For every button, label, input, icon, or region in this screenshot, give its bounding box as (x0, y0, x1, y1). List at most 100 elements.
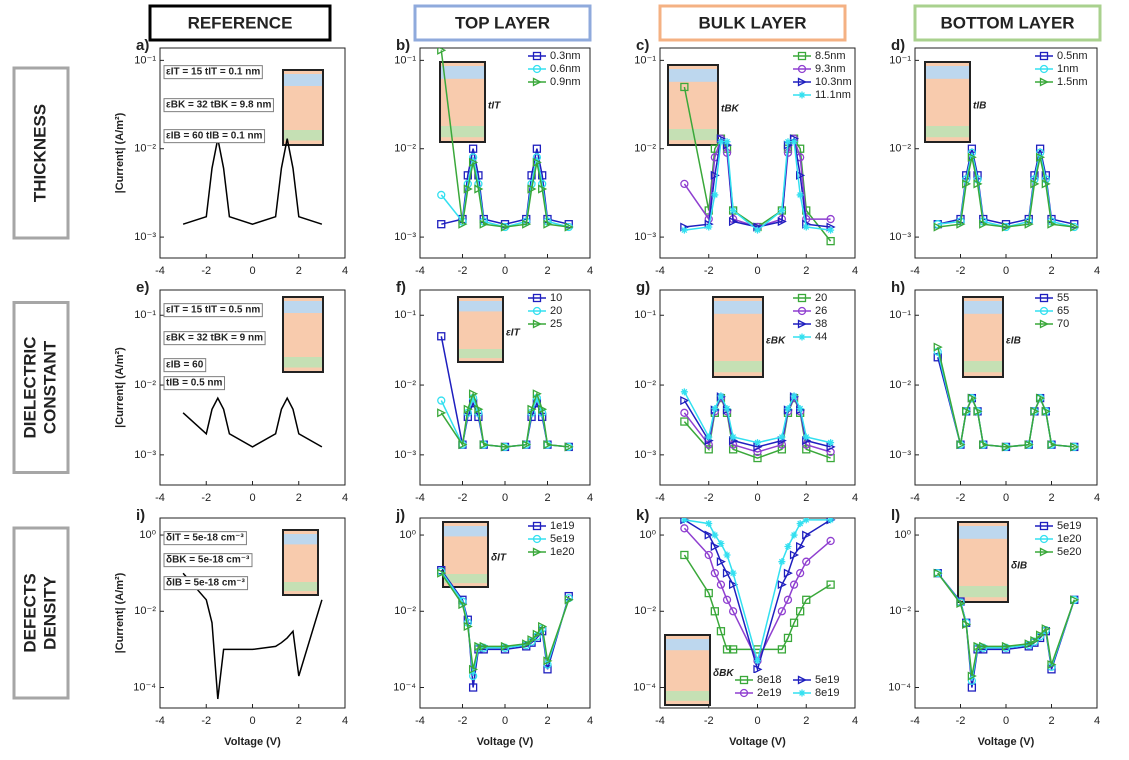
inset-bottom (665, 691, 710, 701)
marker (979, 641, 989, 651)
marker (826, 236, 835, 246)
x-tick-label: 4 (1094, 265, 1100, 277)
inset-bottom (713, 361, 763, 373)
marker (1047, 440, 1057, 450)
column-header-box (148, 4, 332, 42)
marker (564, 222, 574, 232)
marker (933, 568, 943, 578)
inset (712, 296, 764, 378)
marker (783, 568, 793, 578)
marker (723, 551, 731, 559)
inset-bottom (443, 574, 488, 584)
marker (704, 588, 713, 598)
annotation: εBK = 32 tBK = 9.8 nm (166, 100, 271, 111)
row-header: THICKNESS (30, 104, 49, 202)
series-line (937, 157, 1075, 228)
marker (716, 627, 726, 636)
legend-label: 10.3nm (815, 76, 852, 88)
marker (458, 600, 468, 610)
legend-marker (532, 521, 542, 531)
marker (728, 645, 738, 654)
legend-marker (798, 91, 806, 99)
marker (754, 657, 761, 665)
inset-frame (282, 69, 324, 146)
legend-marker (798, 689, 806, 697)
inset (664, 634, 711, 706)
legend-marker (1039, 51, 1049, 61)
annotation-box (163, 303, 263, 318)
marker (717, 392, 725, 400)
y-tick-label: 10⁻² (634, 605, 656, 617)
marker (956, 219, 966, 229)
inset-top (713, 301, 763, 314)
marker (802, 445, 811, 454)
plot (680, 82, 836, 246)
marker (500, 442, 510, 452)
marker (967, 393, 977, 403)
legend-label: 65 (1057, 305, 1069, 317)
marker (1030, 179, 1040, 189)
marker (728, 445, 738, 454)
annotation: εBK (766, 336, 786, 347)
legend-marker (1039, 64, 1049, 74)
marker (973, 179, 983, 189)
marker (564, 442, 574, 452)
annotation: δBK (713, 668, 734, 679)
marker (778, 558, 786, 566)
marker (716, 557, 726, 567)
x-tick-label: 0 (754, 492, 760, 504)
plot (182, 396, 323, 448)
marker (532, 629, 542, 639)
marker (711, 531, 719, 539)
marker (1041, 179, 1051, 189)
inset (442, 521, 489, 588)
series-line (182, 396, 323, 448)
series-line (683, 554, 831, 651)
panel-label: l) (891, 507, 900, 524)
y-tick-label: 10⁻⁴ (133, 681, 156, 693)
x-tick-label: 4 (587, 715, 593, 727)
x-tick-label: 2 (803, 715, 809, 727)
series-line (440, 572, 570, 670)
series-line (182, 572, 323, 700)
marker (543, 440, 553, 450)
marker (463, 621, 473, 631)
legend-marker (1039, 534, 1049, 544)
column-header-box (413, 4, 592, 42)
legend-label: 8e19 (815, 687, 839, 699)
legend-label: 1e20 (550, 546, 574, 558)
y-tick-label: 10⁻⁴ (393, 681, 416, 693)
marker (790, 531, 798, 539)
marker (778, 206, 786, 214)
annotation: εBK = 32 tBK = 9 nm (166, 333, 263, 344)
marker (783, 595, 793, 604)
marker (680, 395, 690, 406)
marker (680, 226, 688, 234)
legend-label: 5e19 (815, 674, 839, 686)
marker (711, 191, 719, 199)
marker (538, 171, 547, 180)
marker (728, 580, 739, 590)
inset-bottom (283, 357, 323, 368)
legend-marker (797, 319, 807, 329)
marker (827, 439, 835, 447)
x-tick-label: -4 (910, 265, 920, 277)
marker (468, 389, 479, 399)
marker (538, 621, 548, 631)
marker (479, 440, 489, 450)
marker (680, 524, 689, 533)
y-tick-label: 10⁻² (134, 379, 156, 391)
marker (1001, 641, 1011, 651)
annotation: εIT = 15 tIT = 0.1 nm (166, 67, 260, 78)
x-tick-label: 4 (852, 715, 858, 727)
y-axis-label: |Current| (A/m²) (114, 112, 126, 193)
panel-label: f) (396, 279, 406, 296)
x-tick-label: 2 (544, 265, 550, 277)
marker (956, 440, 966, 450)
marker (784, 543, 792, 551)
plot (182, 572, 323, 700)
marker (777, 645, 787, 654)
marker (722, 568, 732, 578)
x-tick-label: -4 (415, 265, 425, 277)
y-tick-label: 10⁰ (639, 529, 656, 541)
